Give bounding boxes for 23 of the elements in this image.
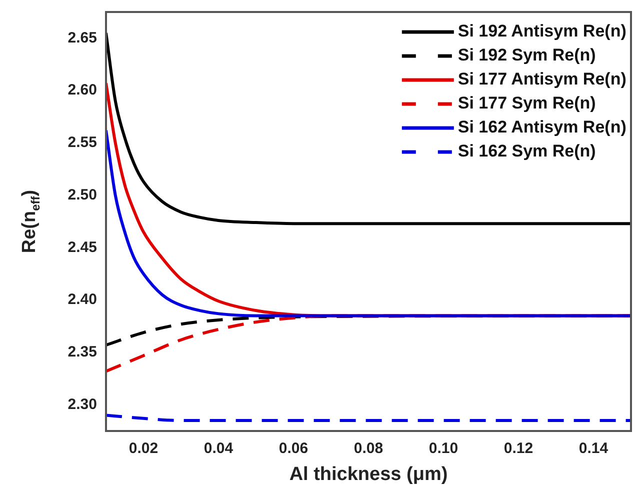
y-tick-label: 2.55 (68, 134, 97, 152)
x-axis-title: Al thickness (μm) (289, 464, 448, 485)
legend-label: Si 192 Antisym Re(n) (458, 22, 626, 41)
legend-label: Si 177 Sym Re(n) (458, 94, 596, 113)
legend-label: Si 177 Antisym Re(n) (458, 70, 626, 89)
x-tick-label: 0.02 (128, 440, 158, 458)
y-tick-label: 2.65 (68, 29, 97, 46)
x-tick-label: 0.06 (278, 440, 308, 458)
x-tick-label: 0.12 (504, 440, 534, 458)
y-tick-label: 2.50 (68, 186, 97, 204)
y-tick-label: 2.40 (68, 291, 97, 308)
y-tick-label: 2.60 (68, 82, 97, 99)
legend-label: Si 162 Antisym Re(n) (458, 118, 626, 137)
x-tick-label: 0.04 (204, 440, 234, 458)
legend-label: Si 192 Sym Re(n) (458, 46, 596, 65)
x-tick-label: 0.10 (428, 440, 458, 458)
y-axis-title: Re(neff) (19, 190, 42, 254)
legend-label: Si 162 Sym Re(n) (458, 142, 596, 161)
x-tick-label: 0.14 (578, 440, 609, 458)
y-tick-label: 2.30 (68, 396, 97, 413)
y-tick-label: 2.45 (68, 238, 97, 256)
y-tick-label: 2.35 (68, 344, 97, 361)
x-tick-label: 0.08 (354, 440, 384, 458)
